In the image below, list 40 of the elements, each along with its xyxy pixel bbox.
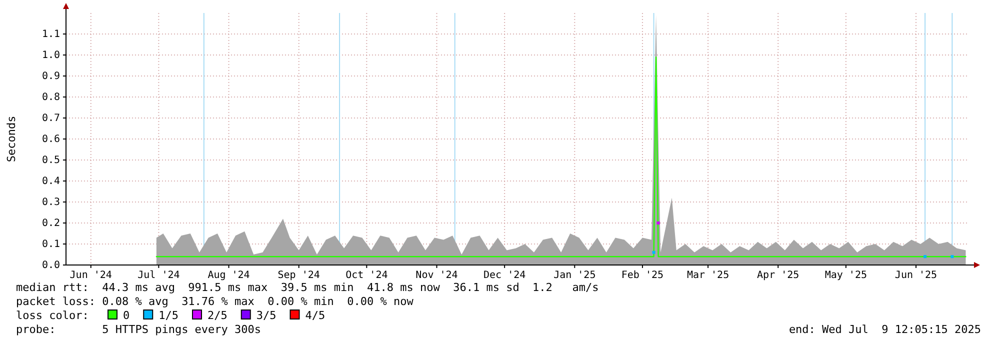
y-tick-label: 0.1 [42,239,60,250]
y-axis-title: Seconds [5,116,18,162]
x-tick-label: Jul '24 [138,270,180,282]
y-tick-label: 1.0 [42,50,60,62]
legend-label: 3/5 [256,309,276,322]
legend-label: 4/5 [305,309,326,322]
y-tick-label: 0.6 [42,134,60,146]
x-tick-label: Apr '25 [757,270,800,282]
x-tick-label: Aug '24 [208,270,250,282]
point [652,250,656,254]
y-tick-label: 1.1 [42,29,60,40]
y-tick-label: 0.0 [42,260,60,272]
point [950,255,954,258]
x-tick-label: Nov '24 [416,270,458,282]
y-tick-label: 0.3 [42,197,60,208]
x-tick-label: May '25 [824,270,868,282]
legend-label: 1/5 [158,309,178,322]
point [924,255,927,258]
text: end: Wed Jul 9 12:05:15 2025 [788,323,981,336]
x-tick-label: Jun '25 [894,270,938,282]
x-tick-label: Feb '25 [621,270,664,282]
text: median rtt: 44.3 ms avg 991.5 ms max 39.5 ms min 41.8 ms now 36.1 ms sd 1.2 am/s [16,281,599,294]
legend-label: 2/5 [208,309,228,322]
x-tick-label: Oct '24 [346,270,388,282]
point [656,222,660,224]
y-tick-label: 0.4 [42,176,60,188]
x-tick-label: Dec '24 [483,270,526,282]
legend-label: 0 [123,309,130,322]
y-tick-label: 0.8 [42,92,60,104]
y-tick-label: 0.7 [42,113,60,124]
x-tick-label: Sep '24 [278,270,320,282]
x-tick-label: Jun '24 [70,270,112,282]
y-tick-label: 0.5 [42,155,60,166]
x-tick-label: Mar '25 [686,270,730,282]
text: loss color: [16,309,89,322]
x-tick-label: Jan '25 [554,270,596,282]
text: packet loss: 0.08 % avg 31.76 % max 0.00 % min 0.00 % now [16,295,414,308]
text: probe: 5 HTTPS pings every 300s [16,323,262,336]
y-tick-label: 0.2 [42,218,60,230]
y-tick-label: 0.9 [42,71,60,82]
